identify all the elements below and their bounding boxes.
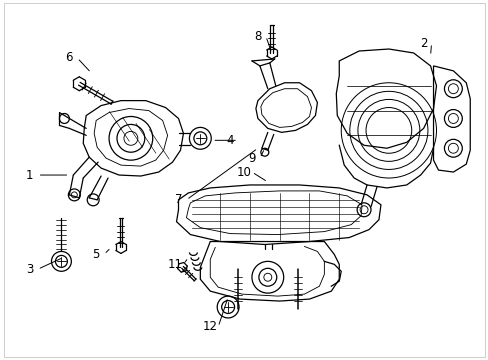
Text: 11: 11 — [168, 258, 183, 271]
Text: 8: 8 — [254, 30, 261, 42]
Text: 2: 2 — [419, 37, 427, 50]
Text: 12: 12 — [203, 320, 217, 333]
Text: 5: 5 — [92, 248, 100, 261]
Text: 3: 3 — [26, 263, 33, 276]
Text: 10: 10 — [236, 166, 251, 179]
Text: 1: 1 — [26, 168, 33, 181]
Text: 6: 6 — [65, 51, 73, 64]
Text: 9: 9 — [248, 152, 255, 165]
Text: 4: 4 — [226, 134, 233, 147]
Text: 7: 7 — [174, 193, 182, 206]
